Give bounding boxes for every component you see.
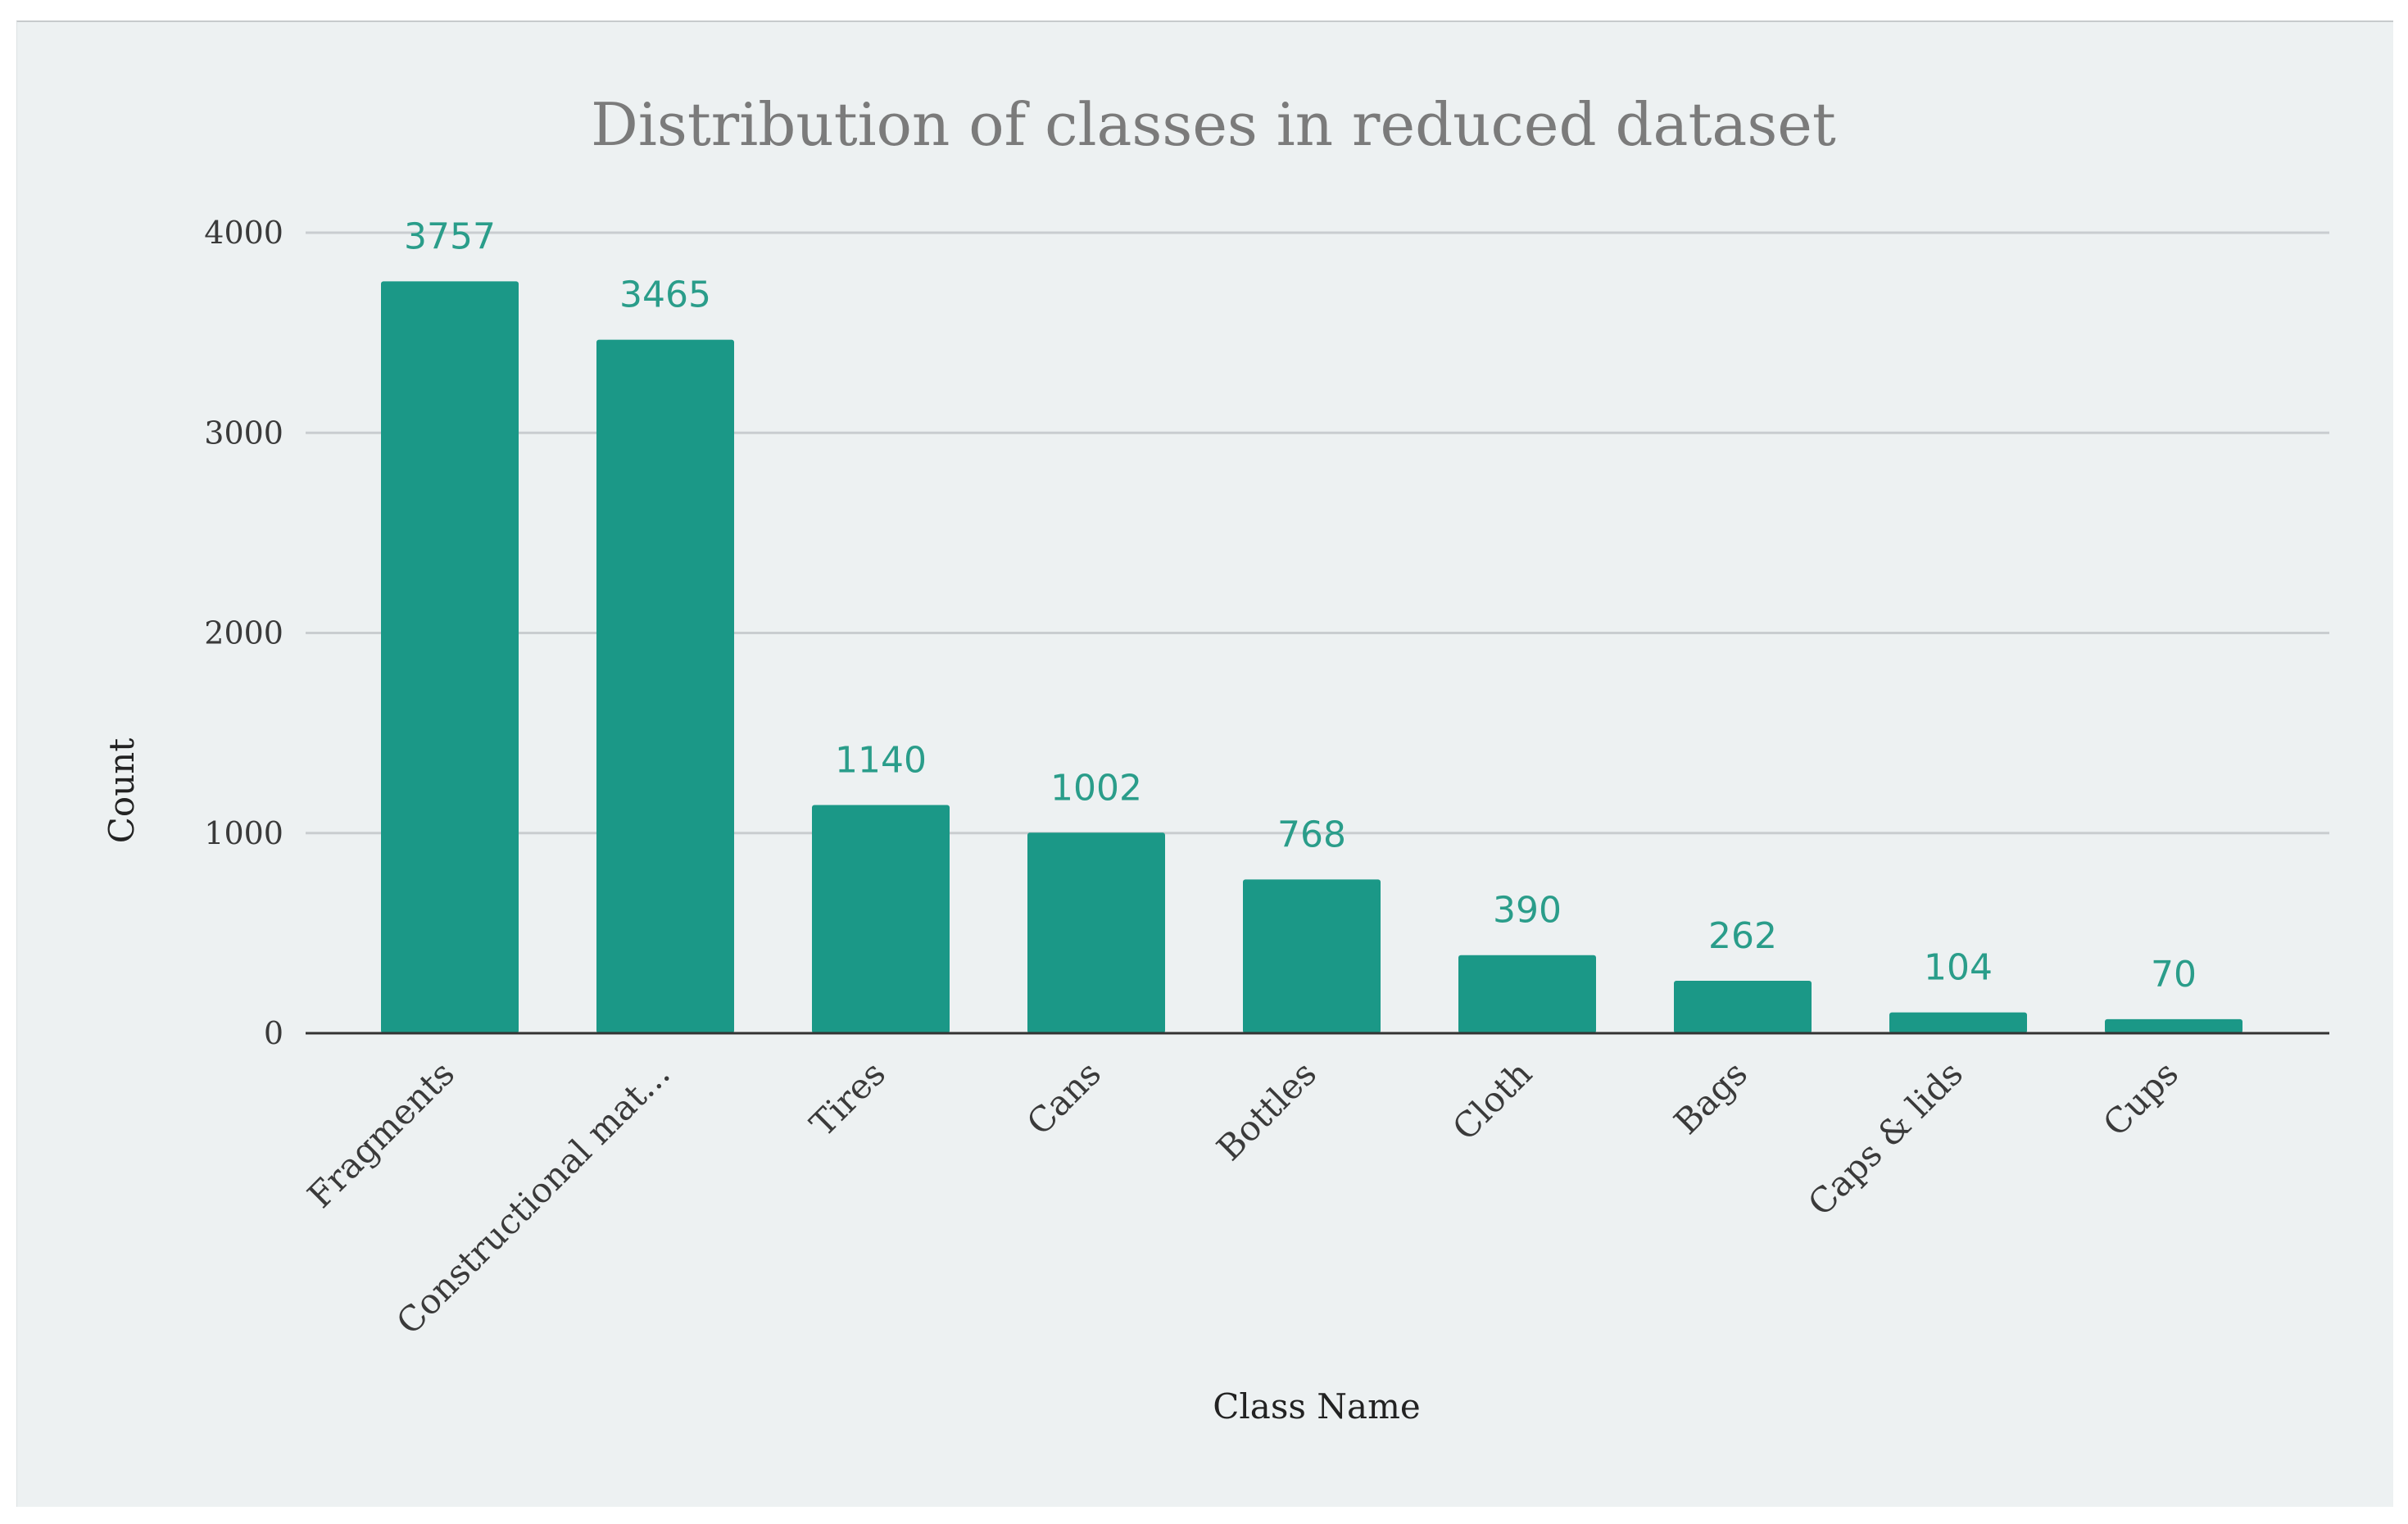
data-label: 3757 xyxy=(404,215,496,257)
x-tick-label: Tires xyxy=(802,1053,893,1144)
bar xyxy=(1027,832,1165,1033)
x-tick-label: Cans xyxy=(1019,1053,1109,1142)
y-tick-label: 1000 xyxy=(204,815,283,851)
bar-chart: Distribution of classes in reduced datas… xyxy=(102,90,2329,1426)
bar xyxy=(596,339,734,1034)
x-tick-label: Cloth xyxy=(1444,1053,1540,1148)
data-label: 70 xyxy=(2151,954,2197,996)
bar xyxy=(1889,1012,2027,1033)
data-label: 3465 xyxy=(619,274,711,316)
x-axis-label: Class Name xyxy=(1213,1386,1421,1426)
chart-title: Distribution of classes in reduced datas… xyxy=(591,90,1836,159)
bar xyxy=(1243,879,1381,1033)
y-tick-label: 4000 xyxy=(204,215,283,251)
y-tick-label: 3000 xyxy=(204,415,283,451)
x-tick-label: Bottles xyxy=(1209,1053,1325,1168)
bar xyxy=(1674,981,1812,1033)
y-axis-label: Count xyxy=(102,738,142,844)
data-label: 1140 xyxy=(835,740,927,782)
data-label: 1002 xyxy=(1050,767,1142,809)
bar xyxy=(381,281,519,1033)
bars xyxy=(381,281,2242,1034)
y-axis-ticks: 0 1000 2000 3000 4000 xyxy=(204,215,283,1051)
x-tick-label: Caps & lids xyxy=(1800,1053,1970,1223)
y-tick-label: 2000 xyxy=(204,615,283,651)
data-label: 768 xyxy=(1277,814,1346,855)
bar xyxy=(812,805,950,1033)
data-labels: 3757 3465 1140 1002 768 390 262 104 70 xyxy=(404,215,2197,996)
y-tick-label: 0 xyxy=(264,1015,283,1051)
data-label: 390 xyxy=(1493,890,1562,932)
x-tick-label: Cups xyxy=(2095,1053,2186,1144)
x-tick-label: Bags xyxy=(1667,1053,1755,1141)
bar xyxy=(2105,1018,2242,1033)
x-tick-label: Fragments xyxy=(300,1053,462,1215)
chart-frame: Distribution of classes in reduced datas… xyxy=(16,20,2393,1507)
data-label: 262 xyxy=(1708,915,1777,957)
bar xyxy=(1458,955,1596,1033)
data-label: 104 xyxy=(1924,947,1993,989)
